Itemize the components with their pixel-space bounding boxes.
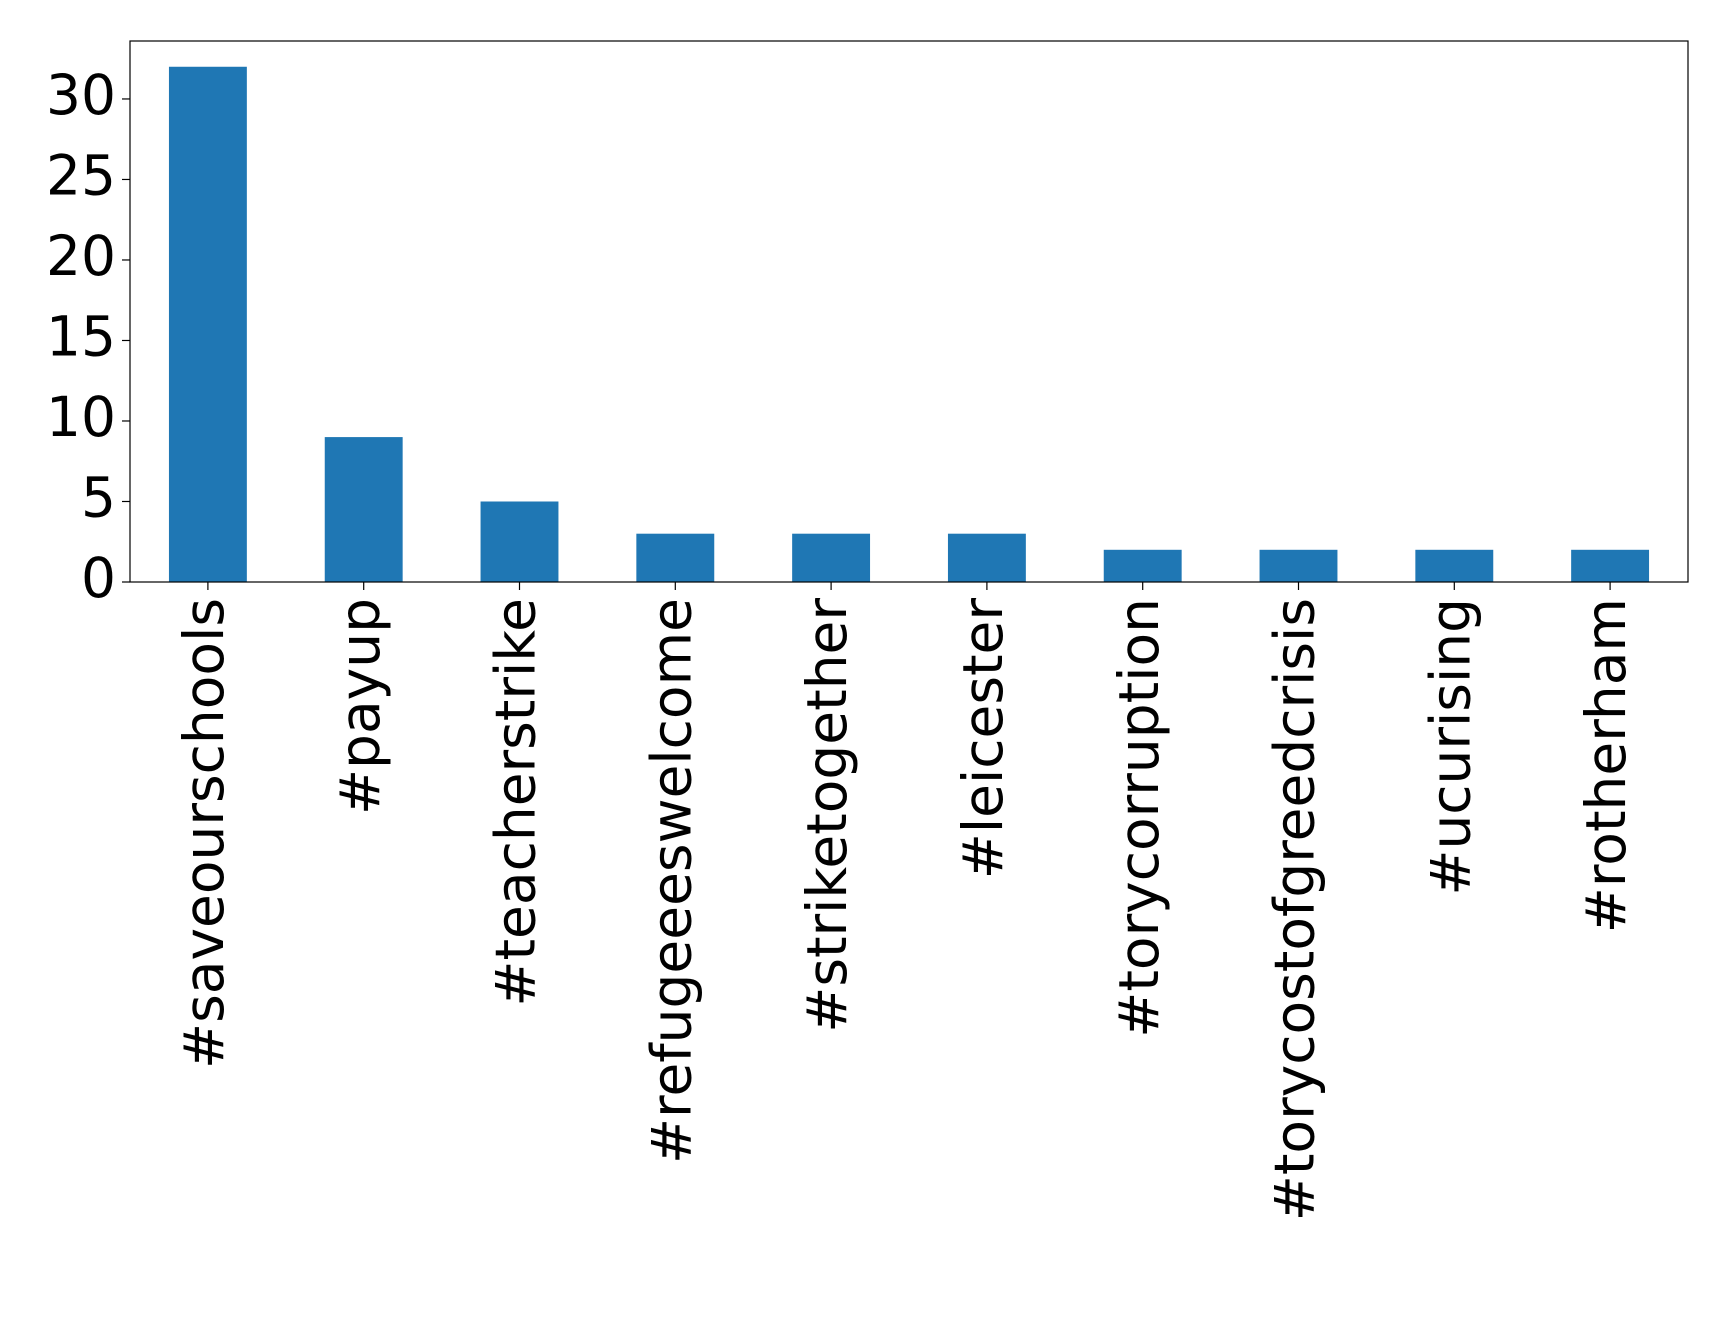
bar xyxy=(1259,549,1338,582)
x-tick-label: #striketogether xyxy=(795,598,859,1033)
bar xyxy=(168,66,247,582)
x-tick-label: #rotherham xyxy=(1574,598,1638,933)
x-tick-label: #torycorruption xyxy=(1107,598,1171,1038)
bar xyxy=(792,533,871,582)
plot-frame xyxy=(129,40,1689,583)
x-tick-label: #payup xyxy=(328,598,392,815)
x-tick-label: #leicester xyxy=(951,598,1015,880)
x-tick-label: #teacherstrike xyxy=(484,598,548,1007)
x-tick-label: #refugeeeswelcome xyxy=(639,598,703,1164)
y-tick-label: 15 xyxy=(46,305,116,369)
y-tick-label: 10 xyxy=(46,385,116,449)
x-tick-label: #ucurising xyxy=(1418,598,1482,896)
y-tick-label: 0 xyxy=(81,546,116,610)
x-tick-label: #saveourschools xyxy=(172,598,236,1069)
bar xyxy=(324,437,403,582)
bar xyxy=(480,501,559,582)
bar xyxy=(1571,549,1650,582)
bar xyxy=(1415,549,1494,582)
y-tick-label: 30 xyxy=(46,63,116,127)
y-tick-label: 20 xyxy=(46,224,116,288)
x-tick-label: #torycostofgreedcrisis xyxy=(1263,598,1327,1221)
bar xyxy=(636,533,715,582)
bar xyxy=(947,533,1026,582)
bar xyxy=(1103,549,1182,582)
y-tick-label: 25 xyxy=(46,144,116,208)
y-tick-label: 5 xyxy=(81,466,116,530)
